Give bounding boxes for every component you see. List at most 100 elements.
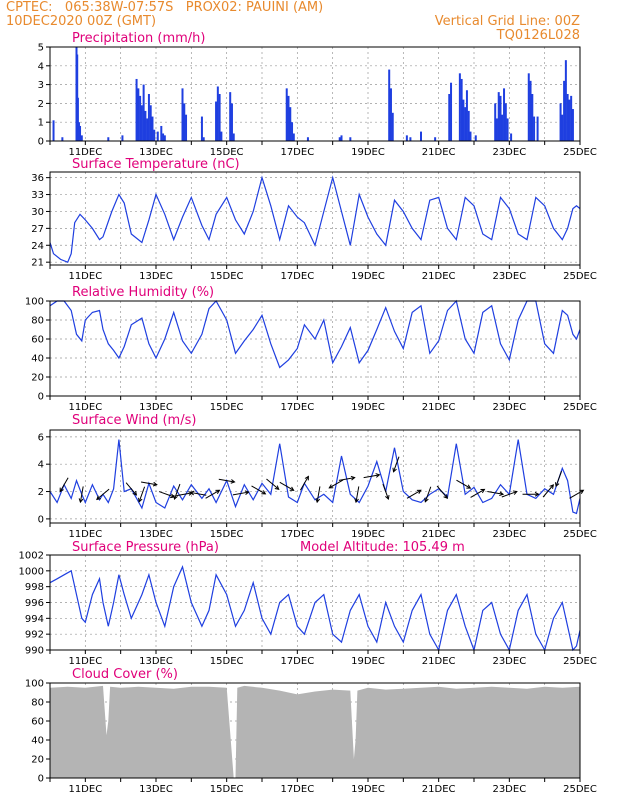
wind-arrow	[522, 491, 540, 497]
precip-bar	[504, 103, 507, 141]
y-tick-label: 100	[25, 297, 44, 308]
precip-bar	[202, 137, 205, 141]
cloud-title: Cloud Cover (%)	[72, 667, 178, 682]
precip-bar	[533, 116, 536, 141]
y-tick-label: 30	[31, 207, 44, 218]
x-tick-label: 17DEC	[280, 529, 314, 540]
precip-bar	[571, 109, 574, 141]
precip-bar	[230, 103, 233, 141]
wind-arrow	[542, 484, 555, 498]
wind-arrow	[189, 490, 207, 496]
precip-bar	[527, 73, 530, 141]
wind-arrow	[315, 486, 321, 504]
y-tick-label: 2	[38, 487, 44, 498]
wind-arrow	[205, 489, 221, 499]
x-tick-label: 17DEC	[280, 271, 314, 282]
precip-bar	[434, 137, 437, 141]
precip-bar	[497, 92, 500, 141]
precip-bar	[529, 80, 532, 141]
x-tick-label: 13DEC	[139, 656, 173, 667]
wind-arrow	[78, 486, 84, 504]
y-tick-label: 36	[31, 173, 44, 184]
wind-arrow	[487, 491, 505, 497]
x-tick-label: 15DEC	[210, 271, 244, 282]
wind-arrow	[96, 488, 110, 501]
x-tick-label: 13DEC	[139, 402, 173, 413]
precip-bar	[388, 69, 391, 141]
precip-bar	[405, 135, 408, 141]
x-tick-label: 23DEC	[492, 402, 526, 413]
precip-bar	[200, 116, 203, 141]
y-tick-label: 21	[31, 258, 44, 269]
precip-bar	[464, 107, 467, 141]
wind-frame	[49, 429, 581, 524]
x-tick-label: 21DEC	[422, 147, 456, 158]
precip-bar	[501, 114, 504, 141]
precip-bar	[147, 94, 150, 141]
temp-series-line	[49, 175, 581, 263]
precip-bar	[142, 84, 145, 141]
wind-series-line	[49, 439, 581, 515]
x-tick-label: 25DEC	[563, 656, 597, 667]
y-tick-label: 1002	[19, 551, 44, 562]
x-tick-label: 13DEC	[139, 271, 173, 282]
x-tick-label: 25DEC	[563, 529, 597, 540]
y-tick-label: 3	[38, 80, 44, 91]
x-tick-label: 23DEC	[492, 784, 526, 795]
precip-bar	[185, 114, 188, 141]
y-tick-label: 6	[38, 432, 44, 443]
y-tick-label: 992	[25, 630, 44, 641]
wind-arrow	[424, 486, 432, 503]
y-tick-label: 100	[25, 679, 44, 690]
header-line1-right: Vertical Grid Line: 00Z	[434, 14, 580, 29]
header-line2-right: TQ0126L028	[496, 28, 580, 43]
temp-title: Surface Temperature (nC)	[72, 157, 240, 172]
y-tick-label: 0	[38, 137, 44, 148]
x-tick-label: 25DEC	[563, 271, 597, 282]
x-tick-label: 19DEC	[351, 147, 385, 158]
precip-bar	[536, 116, 539, 141]
header-line1-left: CPTEC: 065:38W-07:57S PROX02: PAUINI (AM…	[6, 0, 324, 15]
precip-bar	[153, 129, 156, 141]
wind-arrow	[59, 477, 69, 493]
cloud-cover-area	[50, 685, 580, 778]
precip-bar	[163, 135, 166, 141]
precip-bar	[570, 95, 573, 141]
precip-bar	[462, 99, 465, 141]
press-panel: 990 992 994 996 998 1000 1002 11DEC 13DEC 15DEC 17…	[19, 540, 597, 667]
precip-bar	[285, 88, 288, 141]
x-tick-label: 11DEC	[68, 147, 102, 158]
precip-bar	[499, 95, 502, 141]
y-tick-label: 2	[38, 99, 44, 110]
precip-bar	[183, 103, 186, 141]
precip-bar	[566, 94, 569, 141]
precip-bar	[338, 137, 341, 141]
y-tick-label: 20	[31, 755, 44, 766]
precip-bar	[149, 105, 152, 141]
x-tick-label: 11DEC	[68, 402, 102, 413]
precip-bar	[568, 99, 571, 141]
wind-arrow	[456, 479, 472, 489]
precip-bar	[107, 137, 110, 141]
y-tick-label: 990	[25, 646, 44, 657]
wind-arrow	[392, 456, 400, 473]
precip-bar	[510, 133, 513, 141]
wind-arrow	[158, 491, 176, 499]
x-tick-label: 13DEC	[139, 529, 173, 540]
precip-bar	[220, 131, 223, 141]
x-tick-label: 15DEC	[210, 529, 244, 540]
precip-bar	[80, 135, 83, 141]
precip-bar	[162, 133, 165, 141]
x-tick-label: 21DEC	[422, 784, 456, 795]
precip-bar	[61, 137, 64, 141]
y-tick-label: 0	[38, 392, 44, 403]
x-tick-label: 19DEC	[351, 784, 385, 795]
precip-bar	[564, 60, 567, 141]
precip-bar	[448, 94, 451, 141]
precip-bar	[292, 133, 295, 141]
precip-bar	[460, 78, 463, 141]
precip-bar	[409, 137, 412, 141]
x-tick-label: 25DEC	[563, 784, 597, 795]
precip-bar	[289, 107, 292, 141]
